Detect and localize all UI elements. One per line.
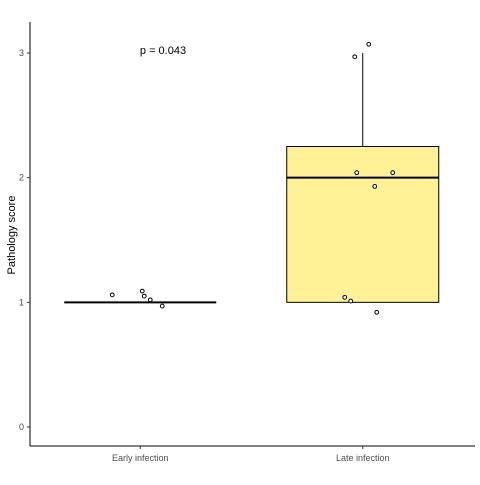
x-tick-label: Late infection (336, 453, 390, 463)
p-value-annotation: p = 0.043 (140, 45, 186, 57)
y-tick-label: 1 (19, 297, 24, 307)
data-point (354, 170, 360, 176)
data-point (390, 170, 396, 176)
y-tick-label: 2 (19, 173, 24, 183)
data-point (352, 54, 358, 60)
box-rect (286, 146, 440, 303)
x-tick-label: Early infection (112, 453, 169, 463)
data-point (372, 183, 378, 189)
data-point (374, 309, 380, 315)
data-point (141, 293, 147, 299)
data-point (366, 41, 372, 47)
y-tick-label: 0 (19, 422, 24, 432)
y-tick-label: 3 (19, 48, 24, 58)
data-point (139, 288, 145, 294)
data-point (342, 294, 348, 300)
box-group (286, 53, 440, 303)
data-point (348, 298, 354, 304)
data-point (147, 297, 153, 303)
y-axis-title: Pathology score (6, 196, 18, 275)
data-point (109, 292, 115, 298)
data-point (159, 303, 165, 309)
